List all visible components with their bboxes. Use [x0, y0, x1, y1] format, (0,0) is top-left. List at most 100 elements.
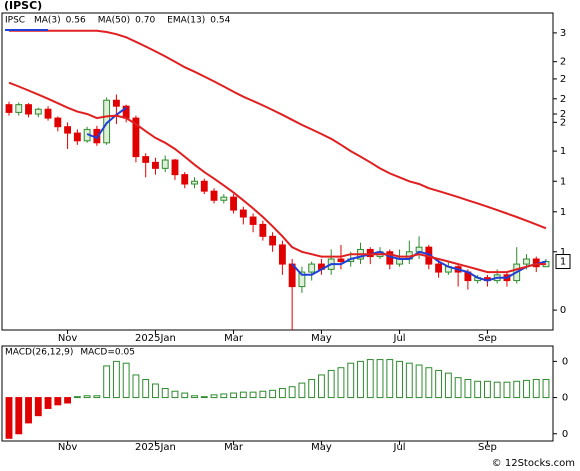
candle-body — [200, 180, 208, 192]
y-tick-label: 2 — [560, 94, 566, 105]
macd-bar — [142, 378, 150, 399]
x-tick-label: Nov — [58, 333, 78, 344]
macd-bar — [132, 374, 140, 399]
footer: © 12Stocks.com — [492, 458, 575, 469]
candle-body — [15, 104, 23, 113]
y-tick-label: 1 — [560, 207, 566, 218]
candle-body — [249, 216, 257, 225]
candle-body — [278, 244, 286, 265]
y-tick-label: 0 — [562, 356, 568, 367]
macd-bar — [15, 397, 23, 435]
y-tick-label: 0 — [560, 305, 566, 316]
macd-bar — [454, 377, 462, 399]
macd-bar — [366, 359, 374, 399]
macd-bar — [44, 397, 52, 409]
line-series — [9, 29, 547, 230]
macd-bar — [444, 372, 452, 399]
macd-bar — [83, 395, 91, 399]
candle-body — [44, 108, 52, 119]
macd-bar — [523, 379, 530, 399]
x-tick-label: Jul — [393, 442, 406, 453]
x-tick-label: 2025Jan — [135, 442, 176, 453]
macd-bar — [181, 392, 189, 399]
macd-bar — [493, 381, 501, 399]
candle-body — [337, 258, 345, 263]
macd-bar — [171, 390, 179, 399]
y-tick-label: 1 — [560, 176, 566, 187]
x-tick-label: Sep — [478, 333, 497, 344]
candle-body — [112, 99, 120, 107]
macd-bar — [483, 380, 491, 399]
macd-bar — [503, 381, 511, 399]
y-tick-label: 2 — [560, 74, 566, 85]
macd-bar — [64, 397, 72, 404]
candle-body — [435, 263, 443, 273]
price-panel — [1, 12, 554, 331]
macd-bar — [532, 378, 540, 399]
macd-bar — [357, 360, 364, 399]
macd-bar — [103, 365, 111, 399]
macd-bar — [200, 396, 208, 399]
x-tick-label: May — [311, 333, 332, 344]
line-series — [8, 81, 546, 274]
legend-name: MA(3) — [34, 16, 61, 26]
macd-panel — [1, 345, 554, 442]
legend-name: EMA(13) — [167, 16, 205, 26]
legend-value: 0.54 — [210, 16, 230, 26]
candle-body — [152, 161, 159, 169]
legend-value: 0.70 — [135, 16, 155, 26]
candle-body — [25, 104, 32, 115]
line-series — [86, 106, 547, 282]
macd-bar — [386, 359, 394, 399]
macd-bar — [112, 360, 120, 399]
macd-bar — [73, 396, 81, 399]
macd-bar — [269, 389, 277, 399]
y-tick-label: 2 — [560, 57, 566, 68]
last-price-box — [555, 254, 571, 270]
candle-body — [34, 108, 42, 115]
macd-bar — [298, 382, 306, 399]
x-tick-label: Sep — [478, 442, 497, 453]
candle-body — [132, 117, 140, 158]
candle-body — [259, 223, 267, 237]
x-tick-label: Jul — [393, 333, 406, 344]
y-tick-label: 2 — [560, 109, 566, 120]
macd-bar — [249, 391, 257, 399]
candle-body — [269, 235, 277, 246]
candle-body — [298, 271, 306, 288]
y-tick-label: 3 — [560, 28, 566, 39]
last-price-label: 1 — [560, 257, 566, 268]
macd-bar — [191, 395, 198, 399]
y-tick-label: 0 — [562, 429, 568, 440]
legend-name: MA(50) — [98, 16, 130, 26]
macd-bar — [308, 378, 316, 399]
macd-bar — [210, 394, 218, 399]
macd-bar — [152, 383, 159, 399]
macd-bar — [5, 397, 13, 439]
macd-bar — [435, 369, 443, 399]
y-tick-label: 1 — [560, 146, 566, 157]
candle-body — [64, 126, 72, 134]
macd-bar — [327, 369, 335, 399]
macd-bar — [239, 391, 247, 399]
macd-bar — [93, 395, 101, 399]
candle-body — [230, 196, 237, 211]
macd-bar — [278, 388, 286, 399]
macd-bar — [34, 397, 42, 417]
chart-title: (IPSC) — [4, 0, 42, 12]
x-tick-label: May — [311, 442, 332, 453]
legend-value: 0.56 — [66, 16, 86, 26]
macd-bar — [347, 362, 355, 399]
candle-body — [220, 196, 228, 201]
candle-body — [523, 258, 530, 265]
candle-body — [191, 180, 198, 185]
macd-bar — [464, 378, 472, 399]
macd-bar — [337, 367, 345, 399]
macd-bar — [122, 362, 130, 399]
x-tick-label: Mar — [224, 442, 244, 453]
candle-body — [308, 263, 316, 273]
y-tick-label: 0 — [562, 393, 568, 404]
candle-body — [210, 190, 218, 201]
